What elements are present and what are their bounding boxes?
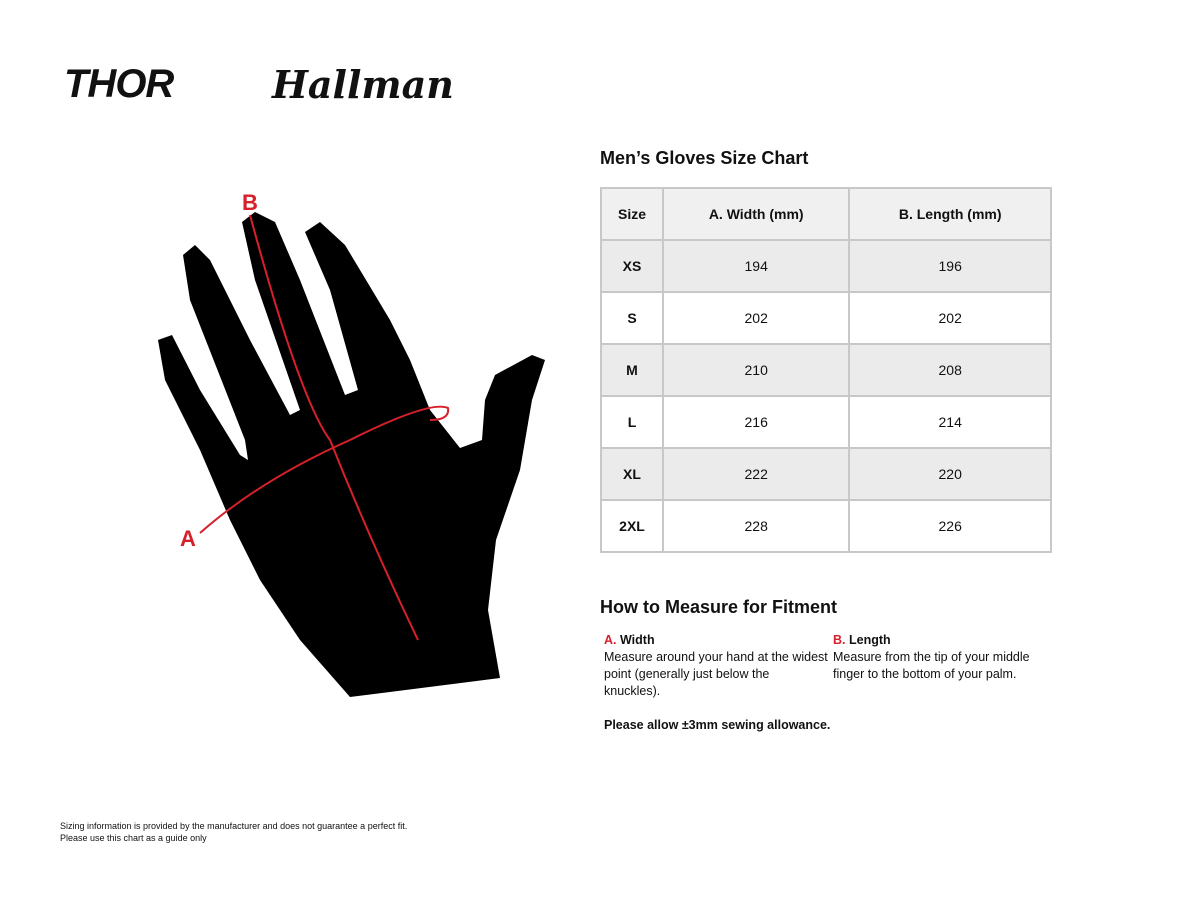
size-table: Size A. Width (mm) B. Length (mm) XS 194 1… — [600, 187, 1052, 553]
hallman-logo: Hallman — [272, 62, 454, 107]
allowance-note: Please allow ±3mm sewing allowance. — [604, 718, 831, 732]
disclaimer-line-1: Sizing information is provided by the ma… — [60, 821, 408, 831]
width-label: Width — [619, 633, 655, 647]
chart-title: Men’s Gloves Size Chart — [600, 148, 809, 168]
width-cell: 194 — [661, 239, 851, 293]
width-cell: 216 — [661, 395, 851, 449]
table-row: L 216 214 — [600, 395, 1052, 449]
width-cell: 222 — [661, 447, 851, 501]
length-cell: 202 — [848, 291, 1052, 345]
size-cell: L — [600, 395, 664, 449]
table-row: XL 222 220 — [600, 447, 1052, 501]
label-a: A — [180, 526, 196, 551]
width-letter: A. — [604, 633, 617, 647]
measure-title: How to Measure for Fitment — [600, 597, 838, 617]
hand-diagram: B A — [158, 190, 545, 697]
length-text: Measure from the tip of your middle fing… — [833, 650, 1030, 681]
width-cell: 228 — [661, 499, 851, 553]
length-label: Length — [848, 633, 891, 647]
table-header: Size A. Width (mm) B. Length (mm) — [600, 187, 1052, 241]
size-cell: XL — [600, 447, 664, 501]
label-b: B — [242, 190, 258, 215]
table-row: M 210 208 — [600, 343, 1052, 397]
thor-logo: THOR — [64, 62, 174, 106]
table-row: XS 194 196 — [600, 239, 1052, 293]
width-text: Measure around your hand at the widest p… — [604, 650, 828, 698]
length-instructions: B. Length Measure from the tip of your m… — [833, 632, 1058, 683]
length-cell: 220 — [848, 447, 1052, 501]
length-cell: 208 — [848, 343, 1052, 397]
width-cell: 210 — [661, 343, 851, 397]
length-arrow — [249, 214, 419, 641]
width-cell: 202 — [661, 291, 851, 345]
disclaimer-line-2: Please use this chart as a guide only — [60, 833, 207, 843]
table-row: 2XL 228 226 — [600, 499, 1052, 553]
size-cell: S — [600, 291, 664, 345]
size-cell: M — [600, 343, 664, 397]
table-row: S 202 202 — [600, 291, 1052, 345]
header-size: Size — [600, 187, 664, 241]
length-cell: 214 — [848, 395, 1052, 449]
length-letter: B. — [833, 633, 846, 647]
header-length: B. Length (mm) — [848, 187, 1052, 241]
disclaimer: Sizing information is provided by the ma… — [60, 820, 407, 844]
hand-silhouette — [158, 212, 545, 697]
header-width: A. Width (mm) — [661, 187, 851, 241]
size-cell: 2XL — [600, 499, 664, 553]
length-cell: 196 — [848, 239, 1052, 293]
size-cell: XS — [600, 239, 664, 293]
width-arrow — [199, 405, 450, 534]
width-instructions: A. Width Measure around your hand at the… — [604, 632, 829, 700]
length-cell: 226 — [848, 499, 1052, 553]
